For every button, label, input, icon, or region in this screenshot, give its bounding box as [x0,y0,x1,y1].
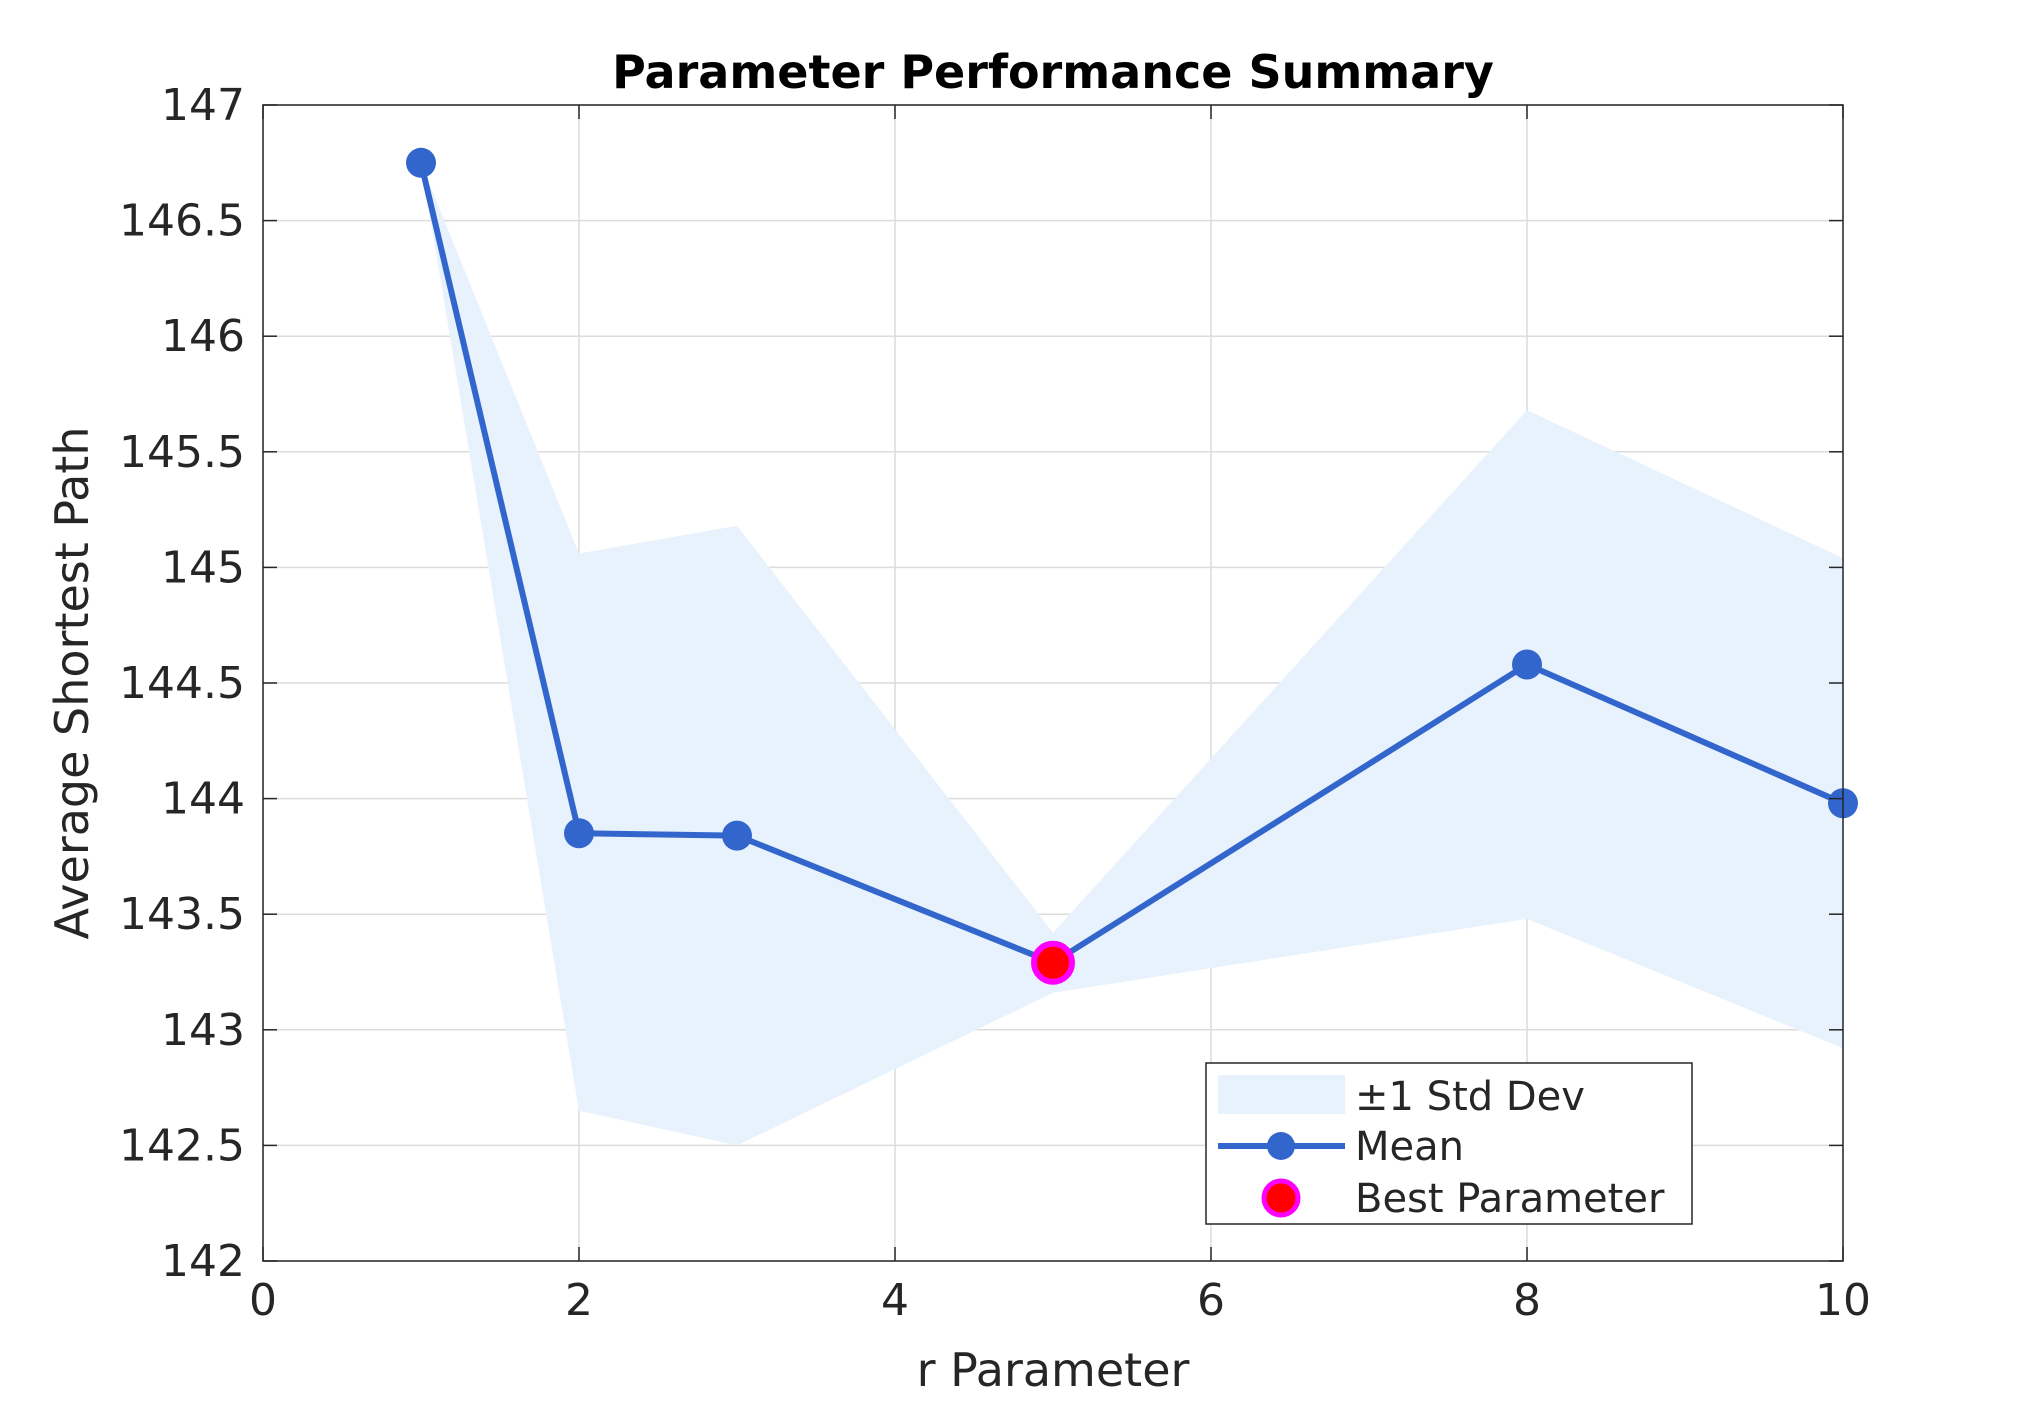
y-tick-label: 146.5 [119,196,245,247]
best-marker-layer [1031,940,1075,985]
y-tick-label: 143 [161,1005,245,1056]
mean-marker-dot [722,820,752,851]
y-tick-label: 144 [161,774,245,825]
y-tick-label: 147 [161,80,245,131]
x-tick-label: 10 [1815,1275,1871,1326]
mean-line [418,162,1845,966]
mean-marker-dot [564,818,594,849]
y-tick-label: 142 [161,1236,245,1287]
mean-marker [564,818,594,849]
legend-mean-label: Mean [1355,1124,1464,1170]
y-tick-label: 145.5 [119,427,245,478]
mean-marker-dot [406,147,436,178]
legend-mean-marker [1267,1132,1295,1160]
y-axis-label: Average Shortest Path [45,427,99,940]
y-tick-label: 146 [161,311,245,362]
legend-best-label: Best Parameter [1355,1176,1665,1222]
ticks: 0 2 4 6 8 10 142 142.5 143 143.5 144 144.5 145 145.5 1… [119,80,1871,1326]
x-tick-label: 8 [1513,1275,1541,1326]
y-tick-label: 145 [161,542,245,593]
x-tick-label: 0 [249,1275,277,1326]
x-axis-label: r Parameter [917,1343,1190,1397]
best-parameter-marker [1031,940,1075,985]
legend-band-swatch [1218,1075,1345,1114]
y-tick-label: 144.5 [119,658,245,709]
std-band-layer [421,162,1843,1146]
mean-marker [722,820,752,851]
mean-marker-dot [1512,649,1542,680]
legend-best-marker [1261,1178,1301,1218]
chart-title: Parameter Performance Summary [612,45,1494,99]
y-tick-label: 142.5 [119,1120,245,1171]
x-tick-label: 6 [1197,1275,1225,1326]
legend-band-label: ±1 Std Dev [1355,1074,1585,1120]
std-band [421,162,1843,1146]
legend: ±1 Std Dev Mean Best Parameter [1205,1062,1693,1225]
mean-marker [1512,649,1542,680]
x-tick-label: 4 [881,1275,909,1326]
mean-marker [406,147,436,178]
y-tick-label: 143.5 [119,889,245,940]
x-tick-label: 2 [565,1275,593,1326]
